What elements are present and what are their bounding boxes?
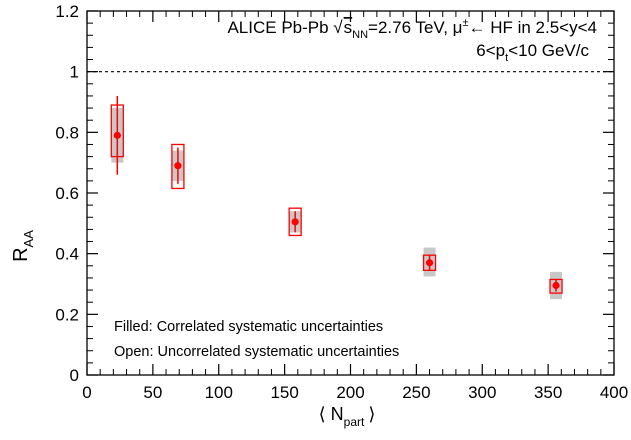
y-axis-label-group: RAA [10, 230, 36, 262]
filled-uncertainty-note: Filled: Correlated systematic uncertaint… [114, 319, 383, 335]
x-tick-label: 100 [205, 383, 233, 402]
y-tick-label: 0.6 [55, 184, 79, 203]
uncorrelated-uncertainty-box [171, 143, 185, 190]
data-layer [110, 95, 563, 300]
x-tick-label: 0 [82, 383, 91, 402]
x-axis-label: ⟨ Npart ⟩ [319, 404, 376, 429]
y-tick-label: 1.2 [55, 2, 79, 21]
x-tick-label: 150 [270, 383, 298, 402]
y-tick-label: 0.4 [55, 245, 79, 264]
data-point [552, 281, 560, 290]
y-tick-label: 0.8 [55, 123, 79, 142]
data-point [174, 162, 182, 170]
annotation-line-2: 6<pt<10 GeV/c [476, 41, 589, 64]
data-point [113, 131, 121, 139]
x-tick-label: 350 [534, 383, 562, 402]
axis-layer: 0 50 100 150 200 250 300 350 400 0 0.2 0.4 0.6 0.8 1 1.… [55, 2, 628, 402]
x-tick-label: 50 [143, 383, 162, 402]
x-tick-label: 250 [402, 383, 430, 402]
y-axis-label: RAA [10, 230, 36, 262]
data-point [425, 259, 434, 267]
x-tick-label: 400 [600, 383, 628, 402]
annotation-line-1: ALICE Pb-Pb √sNN=2.76 TeV, μ±← HF in 2.5… [227, 17, 597, 41]
y-tick-label: 1 [70, 63, 79, 82]
data-point [291, 218, 299, 226]
open-uncertainty-note: Open: Uncorrelated systematic uncertaint… [114, 344, 399, 360]
y-tick-label: 0.2 [55, 305, 79, 324]
x-tick-label: 300 [468, 383, 496, 402]
y-tick-label: 0 [70, 366, 79, 385]
x-tick-label: 200 [336, 383, 364, 402]
uncorrelated-uncertainty-box [288, 207, 302, 237]
